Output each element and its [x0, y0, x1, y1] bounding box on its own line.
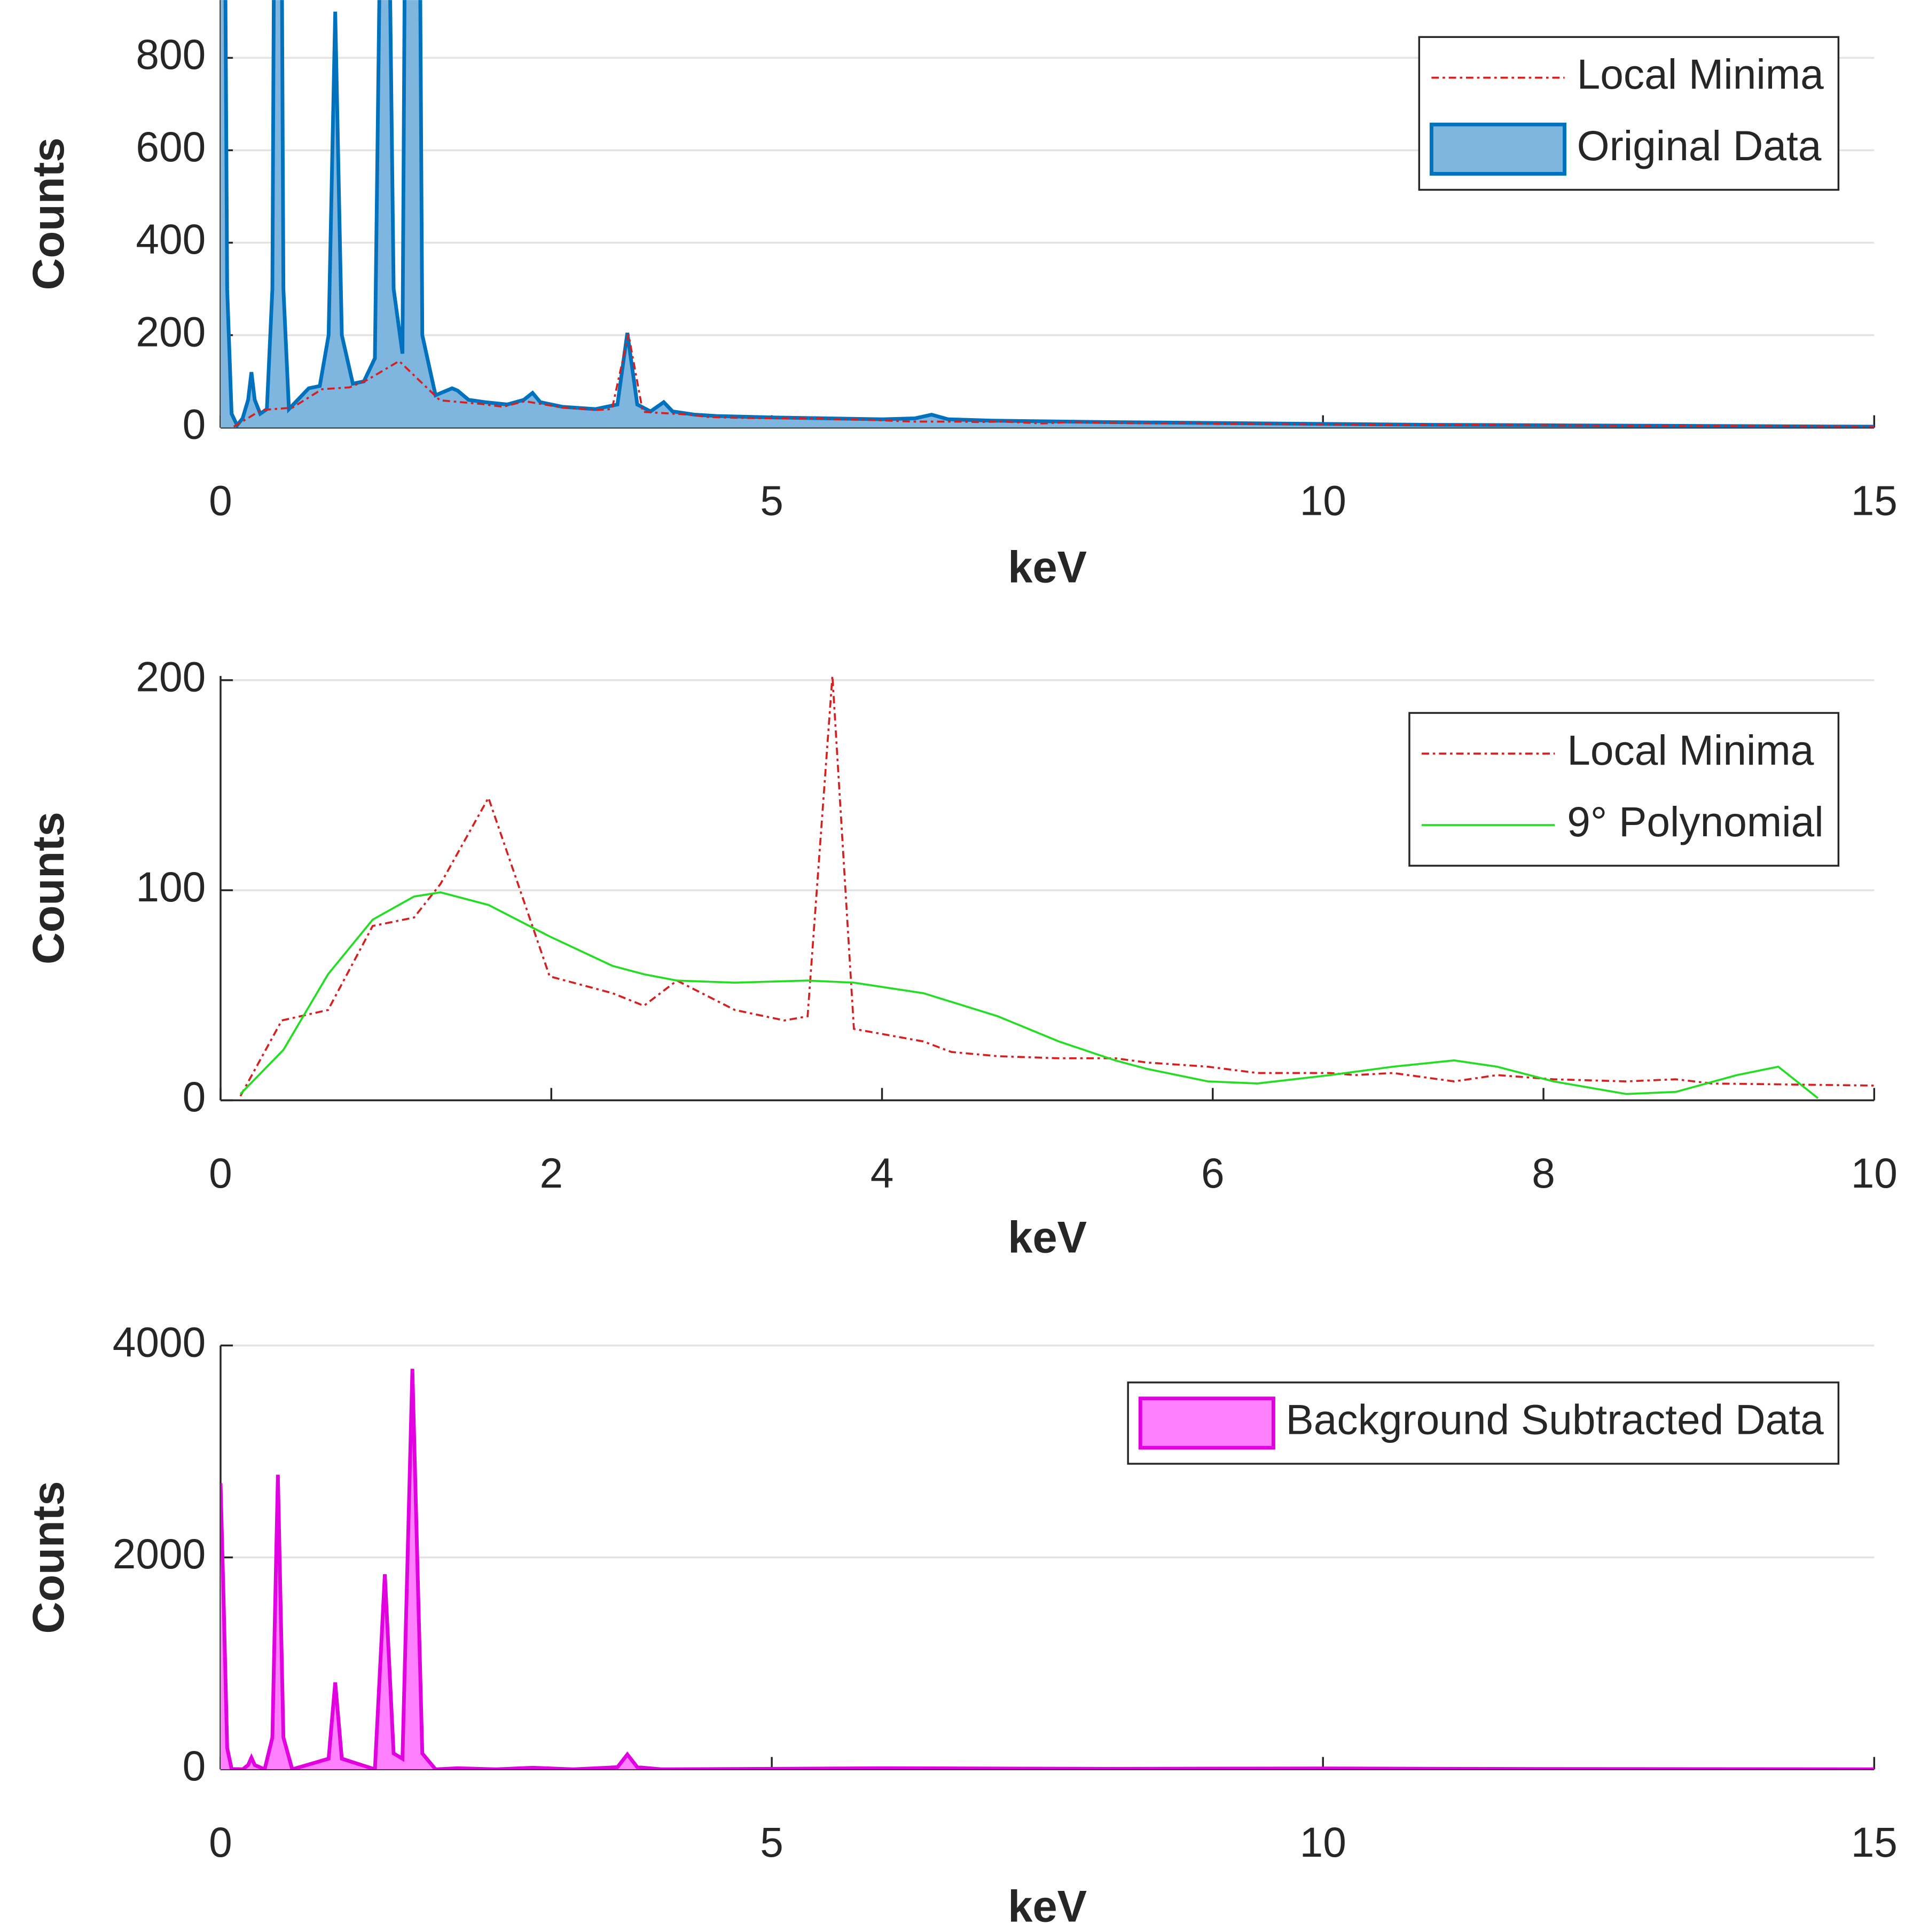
x-tick-label: 15 — [1851, 477, 1898, 524]
x-tick-label: 10 — [1300, 1819, 1346, 1866]
legend-swatch — [1429, 122, 1567, 176]
legend-label: Local Minima — [1567, 727, 1814, 774]
y-tick-label: 400 — [136, 216, 206, 263]
plot-area — [220, 0, 1875, 428]
chart-panel: 0 2000 4000 0 5 10 15 keV Counts Background Subtr… — [23, 1318, 1898, 1931]
x-tick-label: 5 — [760, 477, 783, 524]
x-tick-label: 4 — [871, 1150, 894, 1197]
legend-label: 9° Polynomial — [1567, 798, 1823, 845]
legend: Background Subtracted Data — [1127, 1381, 1840, 1465]
legend-label: Local Minima — [1577, 51, 1824, 98]
x-tick-label: 6 — [1201, 1150, 1225, 1197]
x-axis-label: keV — [1008, 542, 1087, 592]
x-tick-label: 5 — [760, 1819, 783, 1866]
area-line — [220, 1369, 1875, 1770]
plot-area — [239, 676, 1875, 1099]
series-line — [239, 891, 1819, 1099]
legend-label: Background Subtracted Data — [1285, 1396, 1824, 1443]
y-tick-label: 2000 — [113, 1530, 206, 1577]
y-axis-label: Counts — [23, 812, 73, 964]
chart-panel: 0 100 200 0 2 4 6 8 10 keV Counts Local Minima 9° Po… — [23, 653, 1898, 1262]
area-fill — [220, 0, 1875, 428]
legend-label: Original Data — [1577, 122, 1822, 169]
x-tick-label: 0 — [209, 1150, 232, 1197]
y-tick-label: 0 — [183, 400, 206, 447]
x-tick-label: 10 — [1300, 477, 1346, 524]
y-tick-label: 200 — [136, 308, 206, 355]
area-line — [223, 0, 1875, 428]
y-tick-label: 200 — [136, 653, 206, 700]
x-tick-label: 8 — [1532, 1150, 1555, 1197]
y-tick-label: 100 — [136, 863, 206, 910]
chart-panel: 0 200 400 600 800 0 5 10 15 keV Counts Local Minima… — [23, 0, 1898, 592]
x-tick-label: 15 — [1851, 1819, 1898, 1866]
y-axis-label: Counts — [23, 137, 73, 290]
series-line — [233, 334, 1875, 428]
y-tick-label: 4000 — [113, 1318, 206, 1365]
y-tick-label: 600 — [136, 123, 206, 170]
area-fill — [220, 1369, 1875, 1770]
y-axis-label: Counts — [23, 1481, 73, 1633]
legend-box — [1408, 712, 1840, 867]
plot-area — [220, 1369, 1875, 1770]
y-tick-label: 0 — [183, 1742, 206, 1789]
legend: Local Minima 9° Polynomial — [1408, 712, 1840, 867]
series-line — [239, 676, 1875, 1097]
x-axis-label: keV — [1008, 1212, 1087, 1262]
x-tick-label: 0 — [209, 1819, 232, 1866]
x-tick-label: 10 — [1851, 1150, 1898, 1197]
y-tick-label: 0 — [183, 1073, 206, 1120]
legend-swatch — [1138, 1396, 1275, 1450]
x-axis-label: keV — [1008, 1881, 1087, 1931]
y-tick-label: 800 — [136, 31, 206, 78]
x-tick-label: 0 — [209, 477, 232, 524]
legend: Local Minima Original Data — [1418, 36, 1840, 191]
x-tick-label: 2 — [539, 1150, 563, 1197]
